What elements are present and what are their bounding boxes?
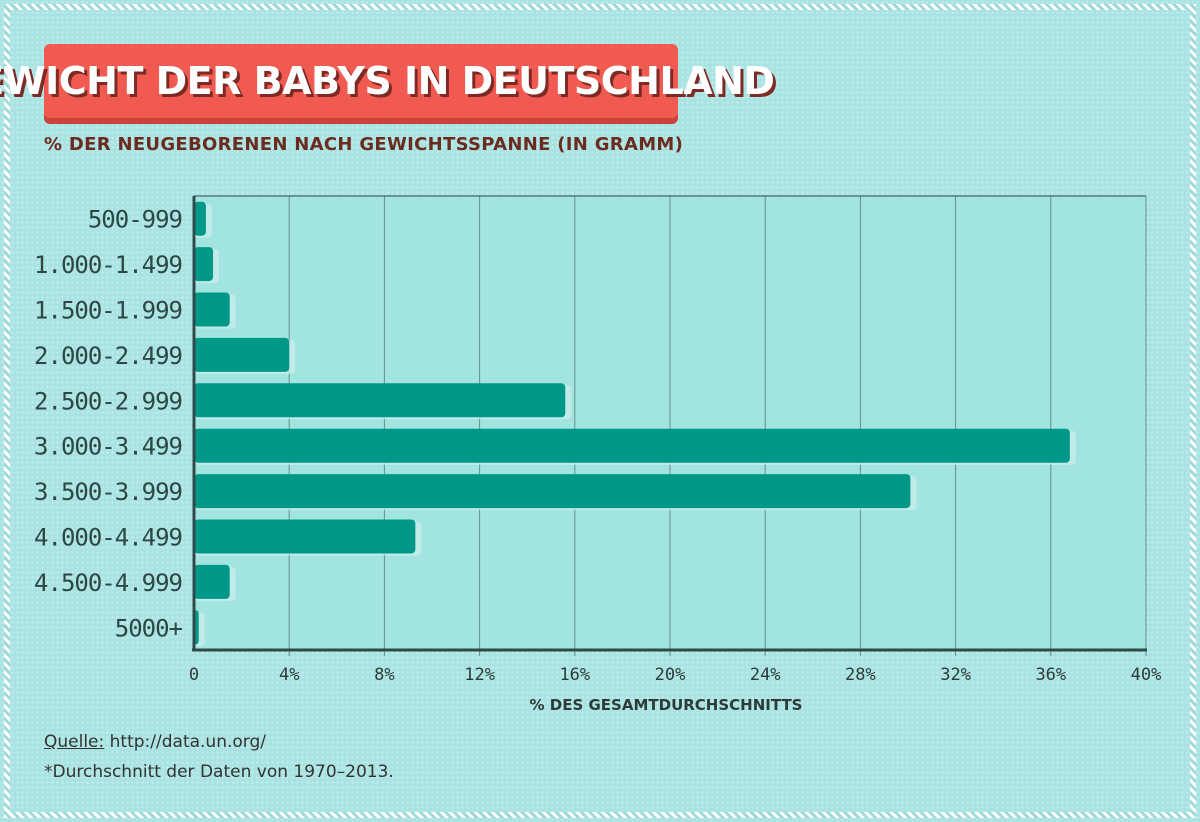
x-tick-label: 24% — [750, 665, 781, 685]
y-category-label: 5000+ — [115, 614, 183, 642]
y-category-label: 1.500-1.999 — [34, 297, 182, 325]
y-category-label: 2.500-2.999 — [34, 387, 182, 415]
y-category-label: 1.000-1.499 — [34, 251, 182, 279]
y-category-label: 3.500-3.999 — [34, 478, 182, 506]
bar — [194, 247, 214, 282]
bar — [194, 428, 1070, 463]
y-category-label: 3.000-3.499 — [34, 433, 182, 461]
y-category-label: 2.000-2.499 — [34, 342, 182, 370]
chart-title: GEWICHT DER BABYS IN DEUTSCHLAND — [0, 59, 775, 103]
source-url[interactable]: http://data.un.org/ — [109, 732, 266, 752]
bar — [194, 519, 416, 554]
x-tick-label: 8% — [374, 665, 394, 685]
bar — [194, 474, 911, 509]
bar — [194, 337, 290, 372]
x-tick-label: 36% — [1035, 665, 1066, 685]
x-tick-label: 40% — [1131, 665, 1162, 685]
y-category-label: 500-999 — [88, 206, 182, 234]
source-line: Quelle: http://data.un.org/ — [44, 732, 266, 752]
y-category-label: 4.500-4.999 — [34, 569, 182, 597]
x-tick-label: 0 — [189, 665, 199, 685]
bar — [194, 201, 206, 236]
x-tick-label: 16% — [559, 665, 590, 685]
footnote: *Durchschnitt der Daten von 1970–2013. — [44, 762, 394, 782]
x-axis-title: % DES GESAMTDURCHSCHNITTS — [530, 696, 803, 714]
x-tick-label: 32% — [940, 665, 971, 685]
bar — [194, 383, 566, 418]
bar — [194, 292, 230, 327]
source-label: Quelle: — [44, 732, 105, 752]
x-tick-label: 12% — [464, 665, 495, 685]
x-tick-label: 28% — [845, 665, 876, 685]
title-banner: GEWICHT DER BABYS IN DEUTSCHLAND — [0, 44, 775, 118]
chart-subtitle: % DER NEUGEBORENEN NACH GEWICHTSSPANNE (… — [44, 134, 684, 155]
x-tick-label: 20% — [655, 665, 686, 685]
y-category-label: 4.000-4.499 — [34, 524, 182, 552]
bar — [194, 564, 230, 599]
x-tick-label: 4% — [279, 665, 299, 685]
